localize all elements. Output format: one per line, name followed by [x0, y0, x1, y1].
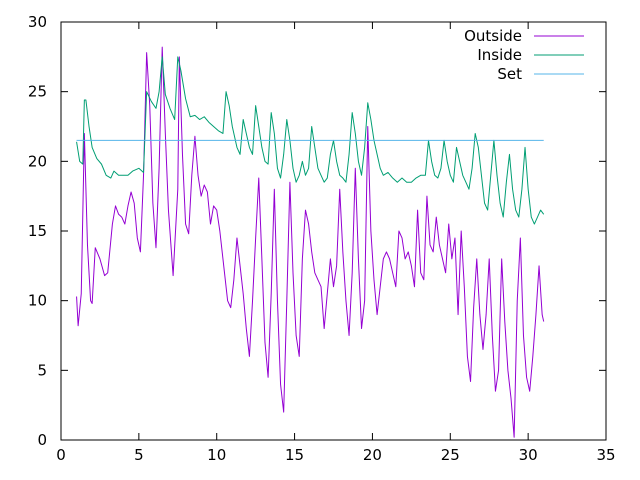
series-line-outside	[76, 46, 545, 438]
x-tick-label: 0	[56, 446, 66, 464]
legend-label-inside: Inside	[477, 46, 522, 64]
plot-area	[60, 21, 607, 441]
axis-ticks: 0 5 10 15 20 25 30 35 0 5 10 15 20 25 30	[28, 13, 616, 464]
y-tick-label: 10	[28, 292, 47, 310]
y-tick-label: 15	[28, 222, 47, 240]
x-tick-label: 10	[207, 446, 226, 464]
x-tick-label: 5	[134, 446, 144, 464]
legend-label-set: Set	[497, 65, 522, 83]
legend-label-outside: Outside	[464, 27, 522, 45]
x-tick-label: 20	[363, 446, 382, 464]
x-tick-label: 25	[441, 446, 460, 464]
series-lines	[76, 46, 545, 438]
y-tick-label: 5	[37, 361, 47, 379]
plot-border	[60, 21, 607, 441]
y-tick-label: 30	[28, 13, 47, 31]
y-tick-label: 20	[28, 152, 47, 170]
series-line-inside	[76, 56, 545, 225]
x-tick-label: 35	[596, 446, 615, 464]
x-tick-label: 15	[285, 446, 304, 464]
y-tick-label: 25	[28, 83, 47, 101]
y-tick-label: 0	[37, 431, 47, 449]
x-tick-label: 30	[519, 446, 538, 464]
